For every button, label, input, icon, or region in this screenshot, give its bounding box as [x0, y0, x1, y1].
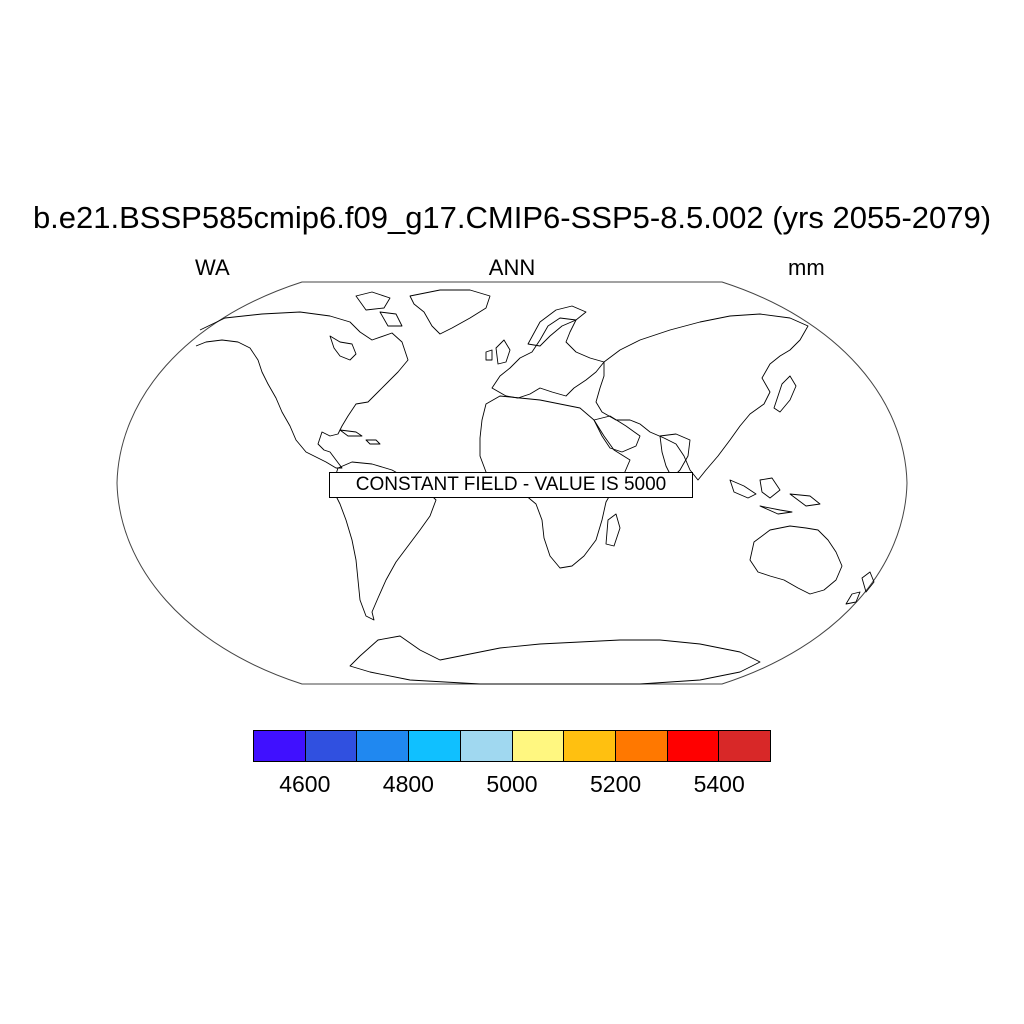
coast-southeast-asia [729, 477, 821, 515]
figure-title: b.e21.BSSP585cmip6.f09_g17.CMIP6-SSP5-8.… [32, 200, 992, 235]
colorbar-segment [615, 731, 668, 761]
colorbar-segment [667, 731, 720, 761]
coast-hudson-bay [329, 335, 357, 361]
colorbar-segment [254, 731, 306, 761]
colorbar-segment [409, 731, 461, 761]
coast-british-isles [485, 339, 511, 365]
coast-antarctica [349, 635, 761, 685]
variable-label: WA [195, 255, 230, 280]
coast-greenland [409, 289, 491, 335]
coast-india [659, 433, 691, 479]
colorbar-tick-label: 4800 [382, 771, 434, 797]
colorbar-segment [719, 731, 771, 761]
colorbar-segment [357, 731, 410, 761]
colorbar-tick-label: 5000 [486, 771, 538, 797]
constant-field-notice: CONSTANT FIELD - VALUE IS 5000 [329, 472, 693, 498]
colorbar-tick-label: 5200 [590, 771, 642, 797]
units-label: mm [788, 255, 825, 280]
coast-scandinavia [527, 305, 587, 347]
colorbar-segment [460, 731, 513, 761]
colorbar-tick-label: 5400 [693, 771, 745, 797]
coast-asia [595, 313, 809, 481]
coast-arctic-islands [355, 291, 403, 327]
coast-australia [749, 525, 843, 595]
coast-arabia [593, 415, 641, 453]
coast-japan [773, 375, 797, 413]
colorbar-segment [512, 731, 565, 761]
season-label: ANN [488, 255, 536, 280]
coast-new-zealand [845, 571, 875, 605]
coast-europe [491, 317, 605, 399]
coast-madagascar [605, 513, 621, 547]
coast-north-america [195, 311, 409, 469]
colorbar-segment [305, 731, 358, 761]
colorbar [253, 730, 771, 762]
colorbar-tick-label: 4600 [279, 771, 331, 797]
coast-caribbean [339, 429, 381, 445]
colorbar-segment [564, 731, 616, 761]
